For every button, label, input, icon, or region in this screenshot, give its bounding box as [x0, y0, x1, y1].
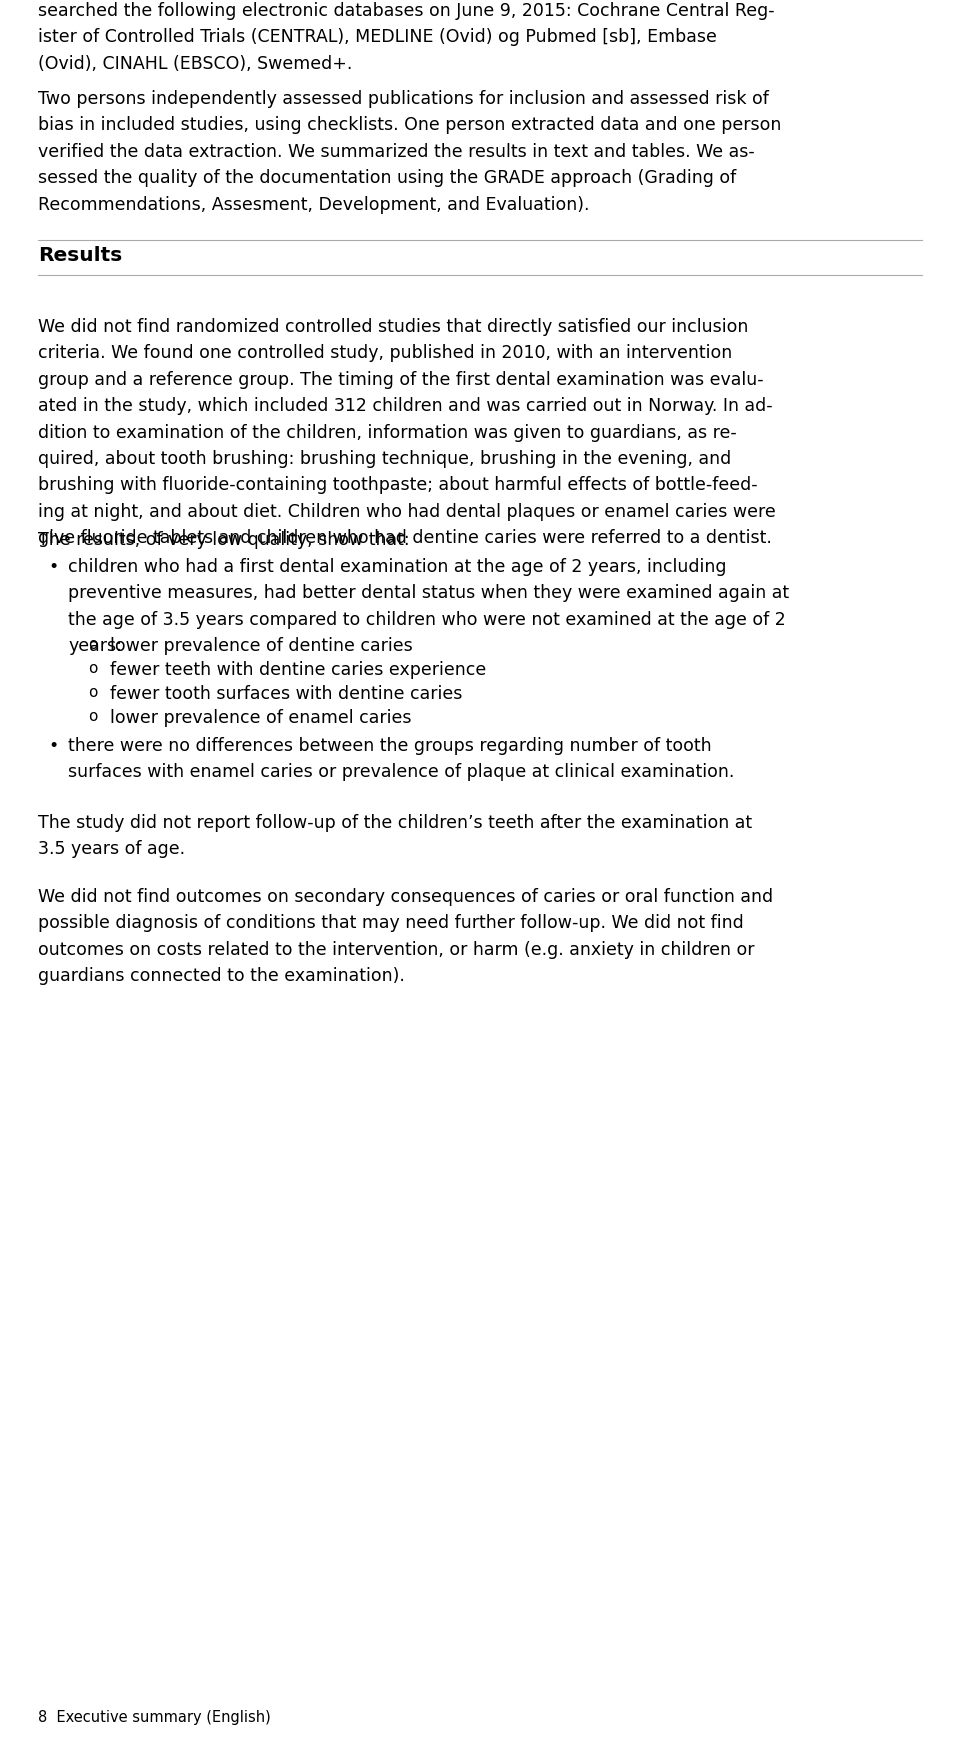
Text: We did not find randomized controlled studies that directly satisfied our inclus: We did not find randomized controlled st… — [38, 318, 776, 546]
Text: The results, of very low quality, show that:: The results, of very low quality, show t… — [38, 530, 410, 550]
Text: searched the following electronic databases on June 9, 2015: Cochrane Central Re: searched the following electronic databa… — [38, 2, 775, 73]
Text: Results: Results — [38, 245, 122, 264]
Text: •: • — [48, 558, 59, 576]
Text: lower prevalence of enamel caries: lower prevalence of enamel caries — [110, 708, 412, 727]
Text: children who had a first dental examination at the age of 2 years, including
pre: children who had a first dental examinat… — [68, 558, 789, 656]
Text: there were no differences between the groups regarding number of tooth
surfaces : there were no differences between the gr… — [68, 737, 734, 781]
Text: The study did not report follow-up of the children’s teeth after the examination: The study did not report follow-up of th… — [38, 814, 752, 857]
Text: fewer teeth with dentine caries experience: fewer teeth with dentine caries experien… — [110, 661, 487, 678]
Text: Two persons independently assessed publications for inclusion and assessed risk : Two persons independently assessed publi… — [38, 90, 781, 214]
Text: o: o — [88, 685, 97, 699]
Text: lower prevalence of dentine caries: lower prevalence of dentine caries — [110, 636, 413, 654]
Text: We did not find outcomes on secondary consequences of caries or oral function an: We did not find outcomes on secondary co… — [38, 887, 773, 984]
Text: o: o — [88, 708, 97, 723]
Text: fewer tooth surfaces with dentine caries: fewer tooth surfaces with dentine caries — [110, 685, 463, 703]
Text: 8  Executive summary (English): 8 Executive summary (English) — [38, 1709, 271, 1723]
Text: o: o — [88, 661, 97, 676]
Text: o: o — [88, 636, 97, 652]
Text: •: • — [48, 737, 59, 755]
